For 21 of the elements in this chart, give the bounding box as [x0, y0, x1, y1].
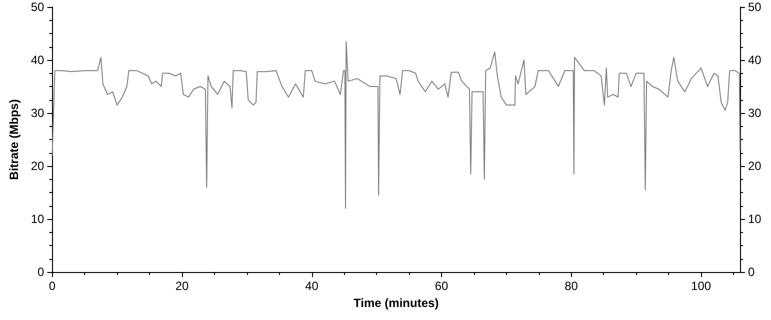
x-tick-label: 60: [434, 279, 449, 293]
y-tick-label: 40: [30, 53, 45, 67]
y-tick-label: 30: [30, 106, 45, 120]
line-series: [52, 40, 740, 209]
y2-tick-label: 30: [748, 106, 762, 120]
y2-tick-label: 0: [748, 265, 755, 279]
x-tick-label: 40: [305, 279, 319, 293]
y-axis-title: Bitrate (Mbps): [7, 99, 21, 180]
x-axis-title: Time (minutes): [354, 296, 439, 310]
x-tick-label: 20: [175, 279, 190, 293]
y2-tick-label: 50: [748, 0, 762, 14]
y-tick-label: 50: [30, 0, 45, 14]
y-tick-label: 20: [30, 159, 45, 173]
y2-tick-label: 40: [748, 53, 762, 67]
y2-tick-label: 20: [748, 159, 762, 173]
x-tick-label: 0: [48, 279, 56, 293]
y-tick-label: 10: [30, 212, 45, 226]
y2-tick-label: 10: [748, 212, 762, 226]
x-tick-label: 80: [564, 279, 578, 293]
x-tick-label: 100: [691, 279, 712, 293]
y-tick-label: 0: [38, 265, 45, 279]
